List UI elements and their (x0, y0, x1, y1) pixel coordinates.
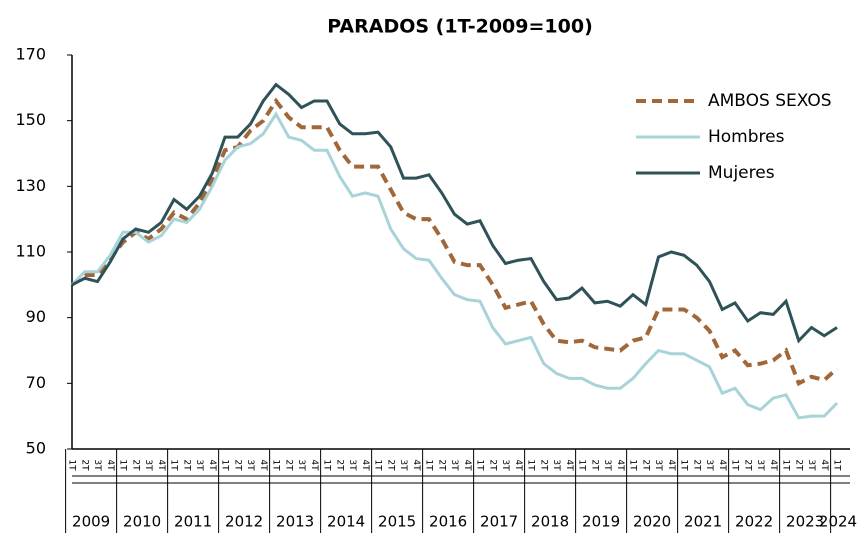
x-tick-label: 3T (194, 459, 204, 471)
x-tick-label: 3T (551, 459, 561, 471)
x-tick-label: 3T (92, 459, 102, 471)
x-tick-label: 1T (781, 459, 791, 471)
x-tick-label: 2T (487, 459, 497, 471)
year-label: 2015 (378, 513, 416, 531)
x-tick-label: 1T (67, 459, 77, 471)
x-tick-label: 4T (717, 459, 727, 471)
x-tick-label: 1T (118, 459, 128, 471)
legend-label: Mujeres (708, 163, 775, 183)
x-tick-label: 1T (475, 459, 485, 471)
x-tick-label: 1T (271, 459, 281, 471)
x-tick-label: 3T (653, 459, 663, 471)
year-label: 2023 (786, 513, 824, 531)
x-tick-label: 4T (411, 459, 421, 471)
x-tick-label: 2T (283, 459, 293, 471)
x-tick-label: 4T (207, 459, 217, 471)
x-tick-label: 1T (628, 459, 638, 471)
year-label: 2016 (429, 513, 467, 531)
x-tick-label: 3T (704, 459, 714, 471)
x-tick-label: 3T (398, 459, 408, 471)
x-tick-label: 3T (347, 459, 357, 471)
x-tick-label: 2T (691, 459, 701, 471)
x-tick-label: 1T (730, 459, 740, 471)
x-tick-label: 1T (679, 459, 689, 471)
y-tick-label: 170 (15, 45, 46, 64)
x-tick-label: 2T (538, 459, 548, 471)
series-line (70, 111, 839, 420)
legend-label: AMBOS SEXOS (708, 91, 832, 111)
x-tick-label: 4T (564, 459, 574, 471)
x-tick-label: 1T (526, 459, 536, 471)
x-tick-label: 2T (589, 459, 599, 471)
x-tick-label: 2T (640, 459, 650, 471)
year-label: 2022 (735, 513, 773, 531)
year-label: 2017 (480, 513, 518, 531)
x-tick-label: 1T (169, 459, 179, 471)
x-tick-label: 4T (258, 459, 268, 471)
year-label: 2011 (174, 513, 212, 531)
x-tick-label: 4T (768, 459, 778, 471)
series-line (70, 97, 839, 387)
x-tick-label: 4T (309, 459, 319, 471)
y-tick-label: 90 (26, 307, 46, 326)
y-tick-label: 50 (26, 439, 46, 458)
x-tick-label: 1T (832, 459, 842, 471)
x-tick-label: 4T (615, 459, 625, 471)
x-tick-label: 1T (577, 459, 587, 471)
x-tick-label: 4T (360, 459, 370, 471)
x-tick-label: 2T (436, 459, 446, 471)
year-label: 2019 (582, 513, 620, 531)
x-tick-label: 1T (220, 459, 230, 471)
x-tick-label: 3T (500, 459, 510, 471)
year-label: 2010 (123, 513, 161, 531)
y-tick-label: 110 (15, 242, 46, 261)
x-tick-label: 1T (424, 459, 434, 471)
x-tick-label: 3T (296, 459, 306, 471)
x-tick-label: 2T (130, 459, 140, 471)
x-tick-label: 1T (373, 459, 383, 471)
x-tick-label: 2T (742, 459, 752, 471)
y-tick-label: 130 (15, 176, 46, 195)
x-tick-label: 3T (602, 459, 612, 471)
x-tick-label: 4T (666, 459, 676, 471)
x-tick-label: 4T (462, 459, 472, 471)
x-tick-label: 4T (819, 459, 829, 471)
series-line (71, 82, 838, 344)
x-tick-label: 4T (105, 459, 115, 471)
year-label: 2021 (684, 513, 722, 531)
year-label: 2009 (72, 513, 110, 531)
x-tick-label: 2T (385, 459, 395, 471)
x-tick-label: 3T (449, 459, 459, 471)
x-tick-label: 2T (79, 459, 89, 471)
x-tick-label: 2T (181, 459, 191, 471)
year-label: 2014 (327, 513, 365, 531)
x-tick-label: 1T (322, 459, 332, 471)
year-label: 2012 (225, 513, 263, 531)
year-label: 2020 (633, 513, 671, 531)
y-tick-label: 70 (26, 373, 46, 392)
x-tick-label: 4T (513, 459, 523, 471)
x-tick-label: 2T (334, 459, 344, 471)
x-tick-label: 2T (793, 459, 803, 471)
y-tick-label: 150 (15, 110, 46, 129)
x-tick-label: 2T (232, 459, 242, 471)
x-tick-label: 3T (755, 459, 765, 471)
x-tick-label: 4T (156, 459, 166, 471)
legend-label: Hombres (708, 127, 785, 147)
x-tick-label: 3T (143, 459, 153, 471)
year-label: 2024 (819, 513, 857, 531)
chart-title: PARADOS (1T-2009=100) (327, 16, 593, 38)
x-tick-label: 3T (245, 459, 255, 471)
x-tick-label: 3T (806, 459, 816, 471)
year-label: 2013 (276, 513, 314, 531)
year-label: 2018 (531, 513, 569, 531)
